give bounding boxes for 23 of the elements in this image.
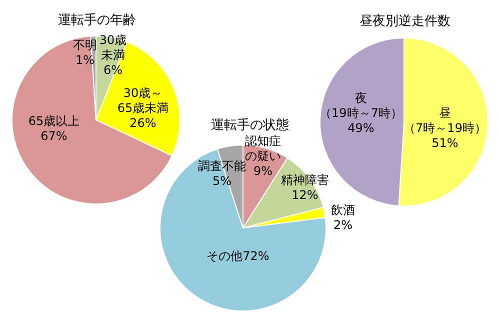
slice-label: 精神障害 — [281, 173, 329, 187]
chart-title: 運転手の年齢 — [58, 13, 136, 28]
slice-label: 昼（7時～19時） — [404, 106, 486, 135]
data-label: 67% — [40, 129, 68, 143]
data-label: 26% — [130, 116, 156, 130]
data-label: 2% — [333, 218, 353, 232]
slice-label: 調査不能 — [198, 159, 246, 173]
slice-label: その他72% — [206, 249, 270, 263]
chart-title: 昼夜別逆走件数 — [360, 13, 450, 29]
slice-label: 不明 — [73, 38, 97, 52]
data-label: 5% — [212, 174, 232, 188]
slice-label: 65歳以上 — [28, 114, 80, 128]
slice-label: 30歳～65歳未満 — [117, 86, 169, 115]
data-label: 51% — [432, 136, 458, 150]
slice-label: 飲酒 — [331, 203, 355, 217]
data-label: 9% — [253, 164, 273, 178]
chart-title: 運転手の状態 — [211, 118, 289, 133]
pie-slice — [160, 148, 326, 312]
data-label: 49% — [348, 121, 374, 135]
data-label: 1% — [75, 53, 95, 67]
slice-label: 夜（19時～7時） — [320, 91, 402, 120]
data-label: 12% — [292, 188, 318, 202]
slice-label: 認知症の疑い — [245, 134, 281, 163]
